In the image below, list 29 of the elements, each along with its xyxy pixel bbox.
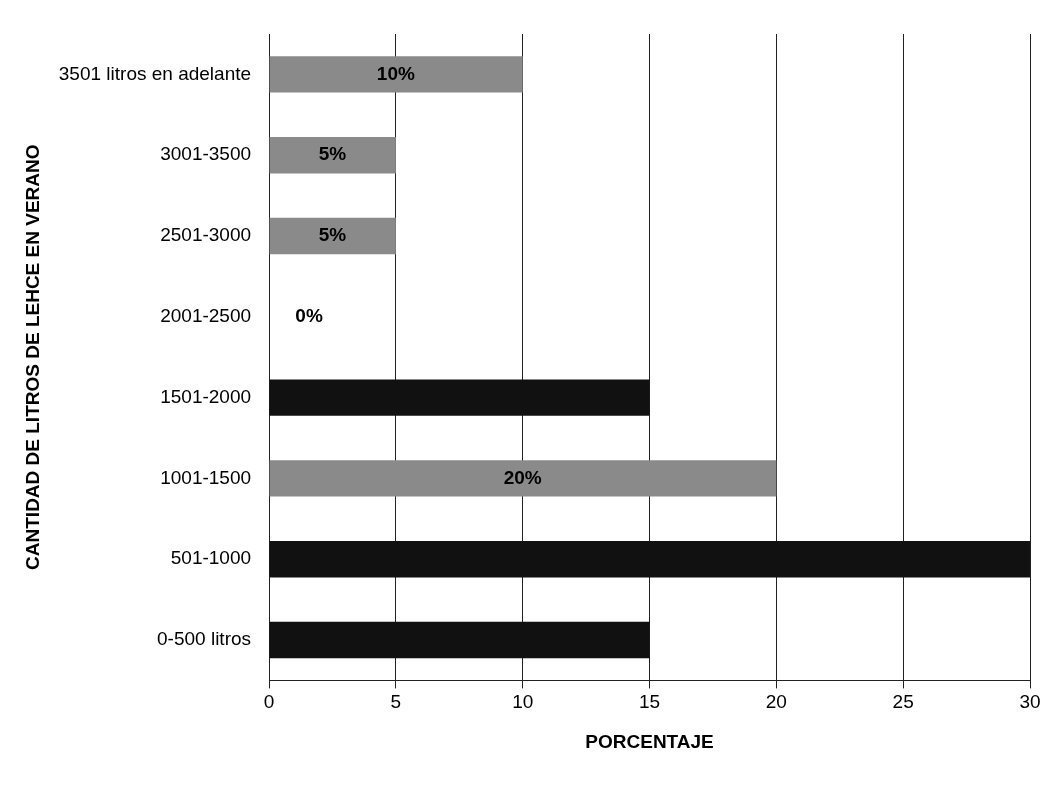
data-label: 5%	[318, 224, 347, 246]
bar	[269, 56, 523, 93]
y-axis-title: CANTIDAD DE LITROS DE LEHCE EN VERANO	[21, 144, 43, 570]
y-tick-label: 1001-1500	[160, 466, 252, 488]
y-tick-label: 501-1000	[170, 547, 252, 569]
data-label: 10%	[376, 62, 415, 84]
x-tick-label: 5	[390, 691, 402, 713]
y-tick-label: 3501 litros en adelante	[58, 62, 252, 84]
y-tick-label: 1501-2000	[160, 385, 252, 407]
x-axis-title: PORCENTAJE	[585, 730, 714, 752]
bar	[269, 460, 777, 497]
x-tick-label: 30	[1019, 691, 1041, 713]
bar	[269, 379, 650, 416]
y-tick-label: 3001-3500	[160, 143, 252, 165]
data-label: 5%	[318, 143, 347, 165]
y-tick-label: 0-500 litros	[157, 628, 252, 650]
y-tick-label: 2501-3000	[160, 224, 252, 246]
x-tick-label: 15	[638, 691, 661, 713]
bar	[269, 217, 396, 255]
x-tick-label: 25	[892, 691, 914, 713]
data-label: 20%	[503, 466, 542, 488]
bar	[269, 137, 396, 174]
data-label: 0%	[295, 305, 323, 327]
y-tick-label: 2001-2500	[160, 305, 252, 327]
bar	[269, 621, 650, 659]
x-tick-label: 10	[512, 691, 534, 713]
bar	[269, 541, 1030, 578]
x-tick-label: 20	[765, 691, 787, 713]
x-tick-label: 0	[263, 691, 275, 713]
